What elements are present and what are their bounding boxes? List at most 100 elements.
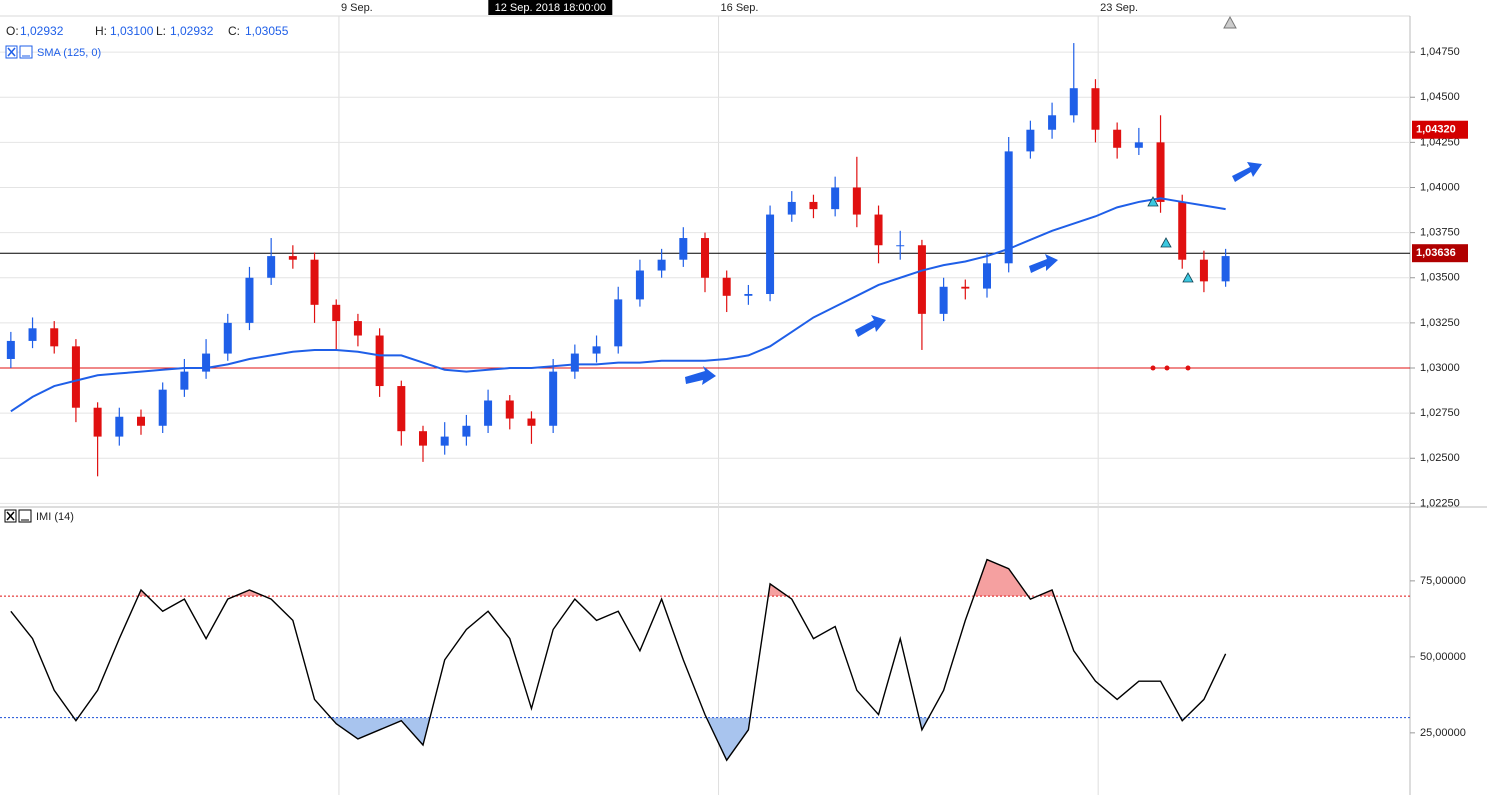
y-tick-label: 25,00000: [1420, 727, 1466, 739]
y-tick-label: 1,03000: [1420, 362, 1460, 374]
candle-body: [744, 293, 753, 296]
level-fill: [10, 559, 1226, 597]
candle-body: [462, 425, 471, 437]
price-tag-label: 1,04320: [1416, 124, 1456, 136]
triangle-marker: [1160, 237, 1172, 248]
sma-line: [10, 197, 1226, 413]
triangle-marker: [1147, 196, 1159, 207]
arrow: [855, 315, 886, 337]
x-tick-label: 9 Sep.: [341, 2, 373, 14]
crosshair-label: 12 Sep. 2018 18:00:00: [495, 2, 606, 14]
ohlc-name: L:: [156, 24, 166, 38]
y-tick-label: 1,03250: [1420, 317, 1460, 329]
y-tick-label: 1,04250: [1420, 136, 1460, 148]
dot: [1164, 365, 1170, 371]
candle-body: [1221, 256, 1230, 282]
candle-body: [614, 299, 623, 347]
candle-body: [766, 214, 775, 294]
candle-body: [245, 277, 254, 323]
candle-body: [158, 389, 167, 426]
candle-body: [353, 321, 362, 336]
candle-body: [1156, 142, 1165, 202]
candle-body: [505, 400, 514, 419]
legend-label: SMA (125, 0): [37, 47, 101, 59]
candle-body: [1091, 88, 1100, 130]
candle-body: [180, 371, 189, 390]
candle-body: [1113, 129, 1122, 148]
candle-body: [1004, 151, 1013, 264]
marks: [0, 43, 1410, 762]
y-tick-label: 50,00000: [1420, 651, 1466, 663]
y-tick-label: 1,04750: [1420, 46, 1460, 58]
candle-body: [701, 238, 709, 278]
candle-body: [1026, 129, 1035, 152]
y-tick-label: 1,04000: [1420, 181, 1460, 193]
candle-body: [137, 416, 145, 426]
minimize-button[interactable]: [19, 45, 33, 59]
candle-body: [50, 328, 59, 347]
price-tag: [1412, 120, 1468, 139]
y-tick-label: 1,02750: [1420, 407, 1460, 419]
candle-body: [527, 418, 536, 426]
arrow: [1232, 162, 1262, 182]
candle-body: [896, 245, 905, 247]
ohlc-value: 1,03100: [110, 24, 154, 38]
candle-body: [809, 201, 818, 210]
candle-body: [1199, 259, 1208, 282]
price-tag-label: 1,03636: [1416, 247, 1456, 259]
candle-body: [310, 259, 319, 305]
candle-body: [657, 259, 666, 271]
ohlc-name: C:: [228, 24, 240, 38]
candle-body: [1178, 201, 1187, 260]
triangle-marker: [1182, 272, 1194, 283]
scroll-marker[interactable]: [1223, 15, 1237, 29]
imi-line: [10, 558, 1227, 762]
level-fill: [73, 717, 1186, 761]
close-icon: [6, 511, 15, 521]
candle-body: [419, 431, 427, 446]
candle-body: [939, 286, 948, 314]
y-tick-label: 1,03750: [1420, 227, 1460, 239]
price-tag: [1412, 244, 1468, 263]
ohlc-value: 1,02932: [170, 24, 214, 38]
candle-body: [6, 340, 15, 359]
candle-body: [397, 386, 406, 432]
close-icon: [7, 47, 16, 57]
y-tick-label: 1,02250: [1420, 497, 1460, 509]
candle-body: [223, 322, 232, 354]
candle-body: [267, 256, 276, 278]
candle-body: [635, 270, 644, 300]
candle-body: [679, 238, 688, 260]
candle-body: [288, 256, 297, 260]
x-tick-label: 23 Sep.: [1100, 2, 1138, 14]
candle-body: [549, 371, 558, 426]
ohlc-value: 1,03055: [245, 24, 289, 38]
ohlc-name: H:: [95, 24, 107, 38]
dot: [1185, 365, 1191, 371]
ohlc-value: 1,02932: [20, 24, 64, 38]
dot: [1150, 365, 1156, 371]
y-tick-label: 1,02500: [1420, 452, 1460, 464]
y-tick-label: 75,00000: [1420, 575, 1466, 587]
candle-body: [831, 187, 840, 210]
candle-body: [115, 416, 124, 437]
candle-body: [852, 187, 861, 215]
arrow: [685, 366, 716, 385]
candle-body: [983, 263, 991, 289]
candle-body: [71, 346, 80, 408]
candle-body: [722, 277, 731, 296]
crosshair-box: [488, 0, 613, 15]
arrow: [1029, 254, 1058, 273]
candle-body: [961, 286, 970, 289]
candle-body: [484, 400, 493, 426]
candle-body: [1134, 142, 1143, 148]
candle-body: [93, 407, 102, 437]
minimize-button[interactable]: [18, 509, 32, 523]
y-tick-label: 1,03500: [1420, 272, 1460, 284]
candle-body: [570, 353, 579, 372]
x-tick-label: 16 Sep.: [721, 2, 759, 14]
candle-body: [375, 335, 384, 387]
legend-label: IMI (14): [36, 511, 74, 523]
